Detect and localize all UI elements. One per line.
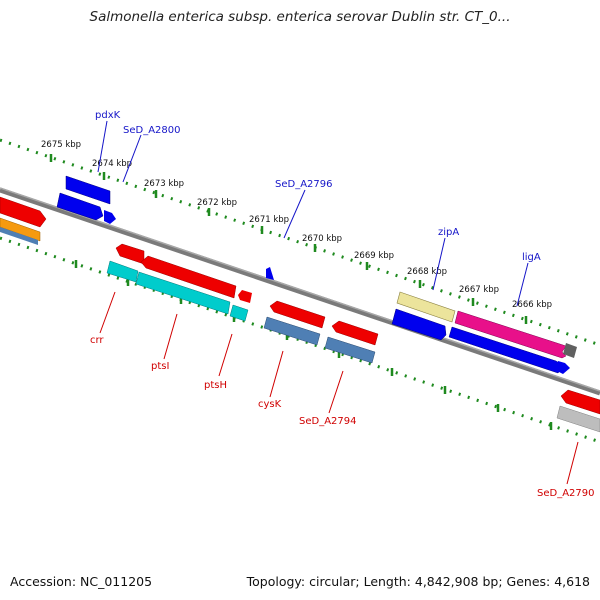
genome-backbone xyxy=(0,187,600,396)
scale-labels: 2675 kbp 2674 kbp 2673 kbp 2672 kbp 2671… xyxy=(41,140,552,310)
gene-label-liga: ligA xyxy=(522,252,541,263)
gene-forward xyxy=(391,308,447,341)
scale-label: 2673 kbp xyxy=(144,179,184,189)
gene-forward xyxy=(0,217,41,242)
gene-label-cysk: cysK xyxy=(258,399,282,410)
gene-ptsi xyxy=(135,271,231,315)
gene-pdxk xyxy=(65,175,111,205)
gene-label-zipa: zipA xyxy=(438,227,459,238)
forward-genes[interactable] xyxy=(0,175,577,374)
gene-sed-a2794 xyxy=(331,320,379,346)
scale-label: 2675 kbp xyxy=(41,140,81,150)
gene-forward xyxy=(0,196,47,228)
topology-text: Topology: circular; Length: 4,842,908 bp… xyxy=(246,574,590,589)
gene-cysk xyxy=(269,300,326,329)
gene-label-ptsi: ptsI xyxy=(151,361,169,372)
gene-sed-a2790 xyxy=(560,389,600,415)
gene-ptsi-cap xyxy=(106,260,139,283)
gene-sed-a2794 xyxy=(324,336,376,364)
gene-label-pdxk: pdxK xyxy=(95,110,121,121)
reverse-genes[interactable] xyxy=(106,243,600,433)
reverse-gene-labels[interactable]: crr ptsI ptsH cysK SeD_A2794 SeD_A2790 xyxy=(90,335,595,499)
scale-label: 2667 kbp xyxy=(459,285,499,295)
scale-label: 2671 kbp xyxy=(249,215,289,225)
gene-label-ptsh: ptsH xyxy=(204,380,227,391)
gene-forward xyxy=(56,192,104,221)
gene-sed-a2790 xyxy=(556,405,600,433)
gene-ptsi xyxy=(140,255,237,299)
scale-label: 2669 kbp xyxy=(354,251,394,261)
forward-label-leaders xyxy=(97,120,529,307)
gene-forward xyxy=(266,267,274,280)
major-ticks-outer xyxy=(49,154,528,324)
gene-forward xyxy=(557,361,570,374)
forward-gene-labels[interactable]: pdxK SeD_A2800 SeD_A2796 zipA ligA xyxy=(95,110,541,263)
scale-label: 2674 kbp xyxy=(92,159,132,169)
gene-zipa xyxy=(396,291,456,323)
gene-label-crr: crr xyxy=(90,335,104,346)
gene-forward xyxy=(563,343,577,358)
gene-ptsh xyxy=(238,290,252,303)
gene-ptsh xyxy=(229,304,249,322)
gene-label-sed-a2796: SeD_A2796 xyxy=(275,179,333,190)
scale-label: 2672 kbp xyxy=(197,198,237,208)
gene-crr xyxy=(115,243,145,265)
gene-label-sed-a2790: SeD_A2790 xyxy=(537,488,595,499)
scale-label: 2668 kbp xyxy=(407,267,447,277)
accession-text: Accession: NC_011205 xyxy=(10,574,153,589)
inner-tick-row xyxy=(0,236,600,444)
reverse-label-leaders xyxy=(99,291,579,485)
scale-label: 2670 kbp xyxy=(302,234,342,244)
scale-label: 2666 kbp xyxy=(512,300,552,310)
gene-forward xyxy=(104,210,116,224)
gene-label-sed-a2800: SeD_A2800 xyxy=(123,125,181,136)
gene-cysk xyxy=(263,316,321,346)
genome-backbone-shade xyxy=(0,187,600,392)
outer-tick-row xyxy=(0,138,600,347)
gene-label-sed-a2794: SeD_A2794 xyxy=(299,416,357,427)
map-title: Salmonella enterica subsp. enterica sero… xyxy=(89,9,511,25)
gene-forward xyxy=(0,227,38,245)
